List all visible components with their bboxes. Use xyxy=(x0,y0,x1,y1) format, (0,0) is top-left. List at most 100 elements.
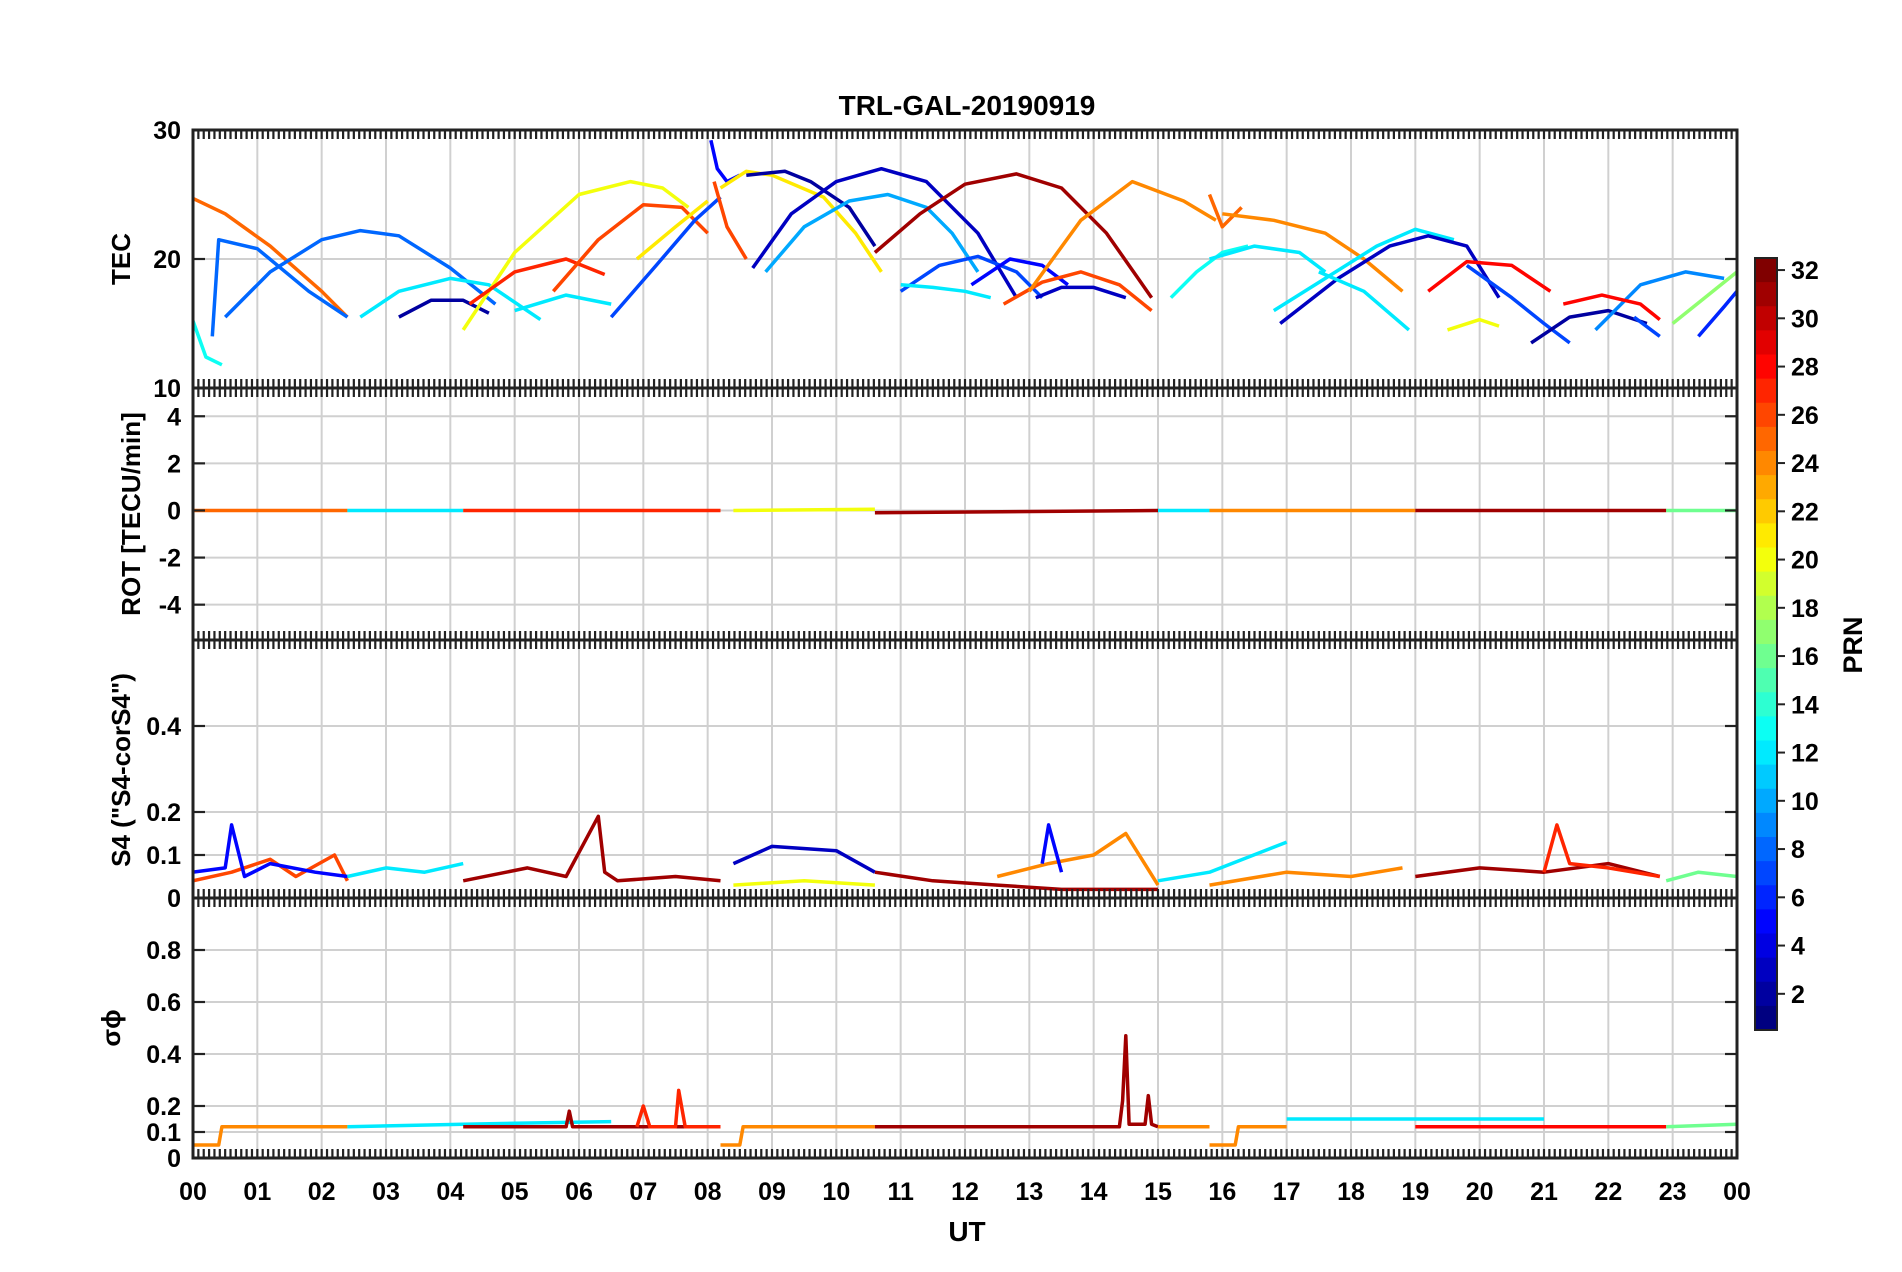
series-prn-24 xyxy=(996,831,1160,887)
x-tick-label: 02 xyxy=(308,1178,336,1206)
colorbar-tick-label: 32 xyxy=(1791,257,1819,285)
colorbar-segment xyxy=(1755,595,1777,621)
colorbar-tick-label: 30 xyxy=(1791,305,1819,333)
y-axis-label: TEC xyxy=(106,233,136,285)
y-tick-label: 0 xyxy=(167,885,181,913)
x-tick-label: 05 xyxy=(501,1178,529,1206)
y-tick-label: 4 xyxy=(167,403,181,431)
series-group xyxy=(193,139,1737,367)
colorbar-segment xyxy=(1755,788,1777,814)
x-tick-label: 22 xyxy=(1594,1178,1622,1206)
y-tick-label: 0.2 xyxy=(146,799,181,827)
series-prn-5 xyxy=(193,823,348,879)
x-tick-label: 18 xyxy=(1337,1178,1365,1206)
y-tick-label: 0.1 xyxy=(146,1119,181,1147)
panel-sigma-phi: 00.10.2 0.4 0.6 0.8 σϕ xyxy=(96,896,1739,1173)
colorbar-segment xyxy=(1755,861,1777,886)
colorbar-tick-label: 22 xyxy=(1791,498,1819,526)
colorbar-tick-label: 26 xyxy=(1791,402,1819,430)
series-prn-27 xyxy=(468,257,606,306)
series-group xyxy=(193,507,1737,515)
y-tick-label: 0.4 xyxy=(146,713,181,741)
series-prn-17 xyxy=(1671,270,1737,325)
colorbar-segment xyxy=(1755,668,1777,693)
series-prn-3 xyxy=(1035,285,1127,300)
x-tick-label: 09 xyxy=(758,1178,786,1206)
colorbar-segment xyxy=(1755,644,1777,669)
colorbar-segment xyxy=(1755,499,1777,524)
colorbar-tick-label: 2 xyxy=(1791,981,1805,1009)
colorbar-segment xyxy=(1755,330,1777,356)
colorbar-segment xyxy=(1755,837,1777,862)
series-prn-12 xyxy=(1157,840,1288,883)
y-tick-label: -2 xyxy=(159,545,181,573)
series-prn-26 xyxy=(712,181,748,260)
series-prn-7 xyxy=(899,254,1044,299)
y-tick-label: -4 xyxy=(159,592,181,620)
x-tick-label: 03 xyxy=(372,1178,400,1206)
series-prn-12 xyxy=(359,276,542,322)
colorbar-tick-label: 28 xyxy=(1791,354,1819,382)
series-prn-12 xyxy=(1209,244,1327,274)
minor-ticks xyxy=(191,130,1739,388)
series-prn-31 xyxy=(874,508,1159,515)
x-tick-label: 07 xyxy=(629,1178,657,1206)
colorbar-segment xyxy=(1755,523,1777,549)
series-prn-5 xyxy=(970,257,1069,287)
colorbar-segment xyxy=(1755,451,1777,476)
y-tick-label: 0 xyxy=(167,1145,181,1173)
y-tick-label: 10 xyxy=(153,375,181,403)
colorbar-segment xyxy=(1755,740,1777,766)
colorbar-tick-label: 6 xyxy=(1791,884,1805,912)
colorbar-segment xyxy=(1755,402,1777,428)
x-tick-label: 23 xyxy=(1659,1178,1687,1206)
series-group xyxy=(193,814,1737,892)
x-tick-label: 04 xyxy=(436,1178,464,1206)
colorbar-segment xyxy=(1755,258,1777,283)
x-tick-label: 17 xyxy=(1273,1178,1301,1206)
y-tick-label: 0.1 xyxy=(146,842,181,870)
series-prn-20 xyxy=(733,879,876,887)
series-prn-13 xyxy=(193,320,223,367)
series-prn-3 xyxy=(732,844,876,874)
series-prn-2 xyxy=(398,298,490,319)
series-group xyxy=(193,1034,1737,1147)
series-prn-12 xyxy=(900,283,992,300)
series-prn-28 xyxy=(1562,293,1661,321)
series-prn-24 xyxy=(193,1125,348,1147)
series-prn-7 xyxy=(1465,263,1571,345)
y-tick-label: 0.4 xyxy=(146,1041,181,1069)
colorbar-segment xyxy=(1755,619,1777,645)
series-prn-6 xyxy=(1697,290,1737,338)
colorbar-tick-label: 20 xyxy=(1791,547,1819,575)
series-prn-27 xyxy=(635,1088,721,1129)
x-axis-label: UT xyxy=(948,1216,985,1247)
colorbar-tick-label: 4 xyxy=(1791,933,1805,961)
colorbar-segment xyxy=(1755,426,1777,452)
series-prn-16 xyxy=(1666,1122,1737,1129)
colorbar-tick-label: 10 xyxy=(1791,788,1819,816)
series-prn-28 xyxy=(1427,259,1552,293)
series-prn-2 xyxy=(746,169,877,248)
x-tick-label: 00 xyxy=(179,1178,207,1206)
colorbar-segment xyxy=(1755,957,1777,983)
y-axis-label: σϕ xyxy=(96,1009,126,1046)
x-tick-label: 01 xyxy=(243,1178,271,1206)
colorbar-tick-label: 16 xyxy=(1791,643,1819,671)
colorbar-tick-label: 24 xyxy=(1791,450,1819,478)
panel-tec: 10 20 30 TEC xyxy=(106,117,1739,403)
series-prn-8 xyxy=(223,228,497,319)
figure-title: TRL-GAL-20190919 xyxy=(839,90,1096,121)
colorbar-tick-label: 18 xyxy=(1791,595,1819,623)
series-prn-24 xyxy=(720,1125,875,1147)
x-tick-label: 12 xyxy=(951,1178,979,1206)
colorbar-segment xyxy=(1755,885,1777,910)
series-prn-24 xyxy=(1209,866,1403,887)
colorbar-segment xyxy=(1755,812,1777,838)
series-prn-8 xyxy=(210,237,349,337)
series-prn-3 xyxy=(1279,234,1501,325)
series-prn-31 xyxy=(873,172,1154,299)
colorbar-segment xyxy=(1755,306,1777,331)
colorbar-segment xyxy=(1755,1005,1777,1031)
